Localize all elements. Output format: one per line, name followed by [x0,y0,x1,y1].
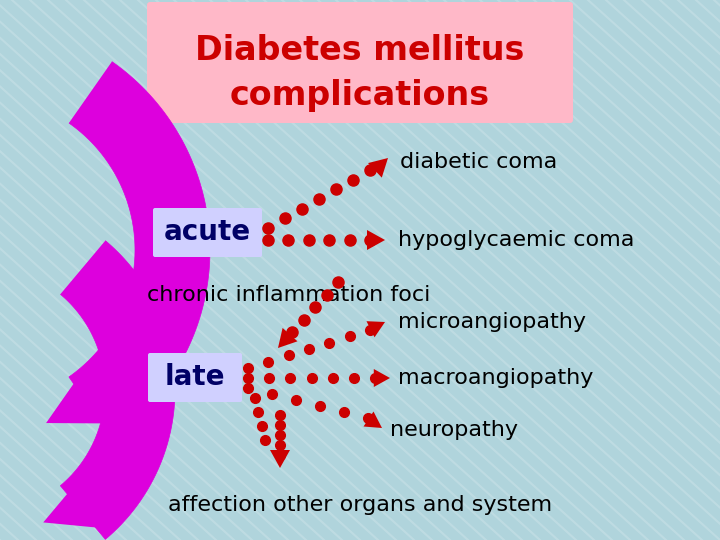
Polygon shape [368,158,388,178]
Polygon shape [367,230,385,250]
Text: diabetic coma: diabetic coma [400,152,557,172]
PathPatch shape [60,241,175,539]
Polygon shape [366,321,385,338]
Text: hypoglycaemic coma: hypoglycaemic coma [398,230,634,250]
Text: acute: acute [163,218,251,246]
Text: affection other organs and system: affection other organs and system [168,495,552,515]
PathPatch shape [69,62,210,438]
FancyBboxPatch shape [153,208,262,257]
Polygon shape [46,361,113,423]
Text: complications: complications [230,78,490,111]
Text: macroangiopathy: macroangiopathy [398,368,593,388]
Text: chronic inflammation foci: chronic inflammation foci [147,285,430,305]
Polygon shape [374,369,390,387]
Text: neuropathy: neuropathy [390,420,518,440]
FancyBboxPatch shape [148,353,242,402]
FancyBboxPatch shape [147,2,573,123]
Text: microangiopathy: microangiopathy [398,312,586,332]
Polygon shape [278,328,297,348]
Text: late: late [165,363,225,391]
Text: Diabetes mellitus: Diabetes mellitus [195,33,525,66]
Polygon shape [364,411,382,428]
Polygon shape [43,472,102,528]
Polygon shape [270,450,290,468]
